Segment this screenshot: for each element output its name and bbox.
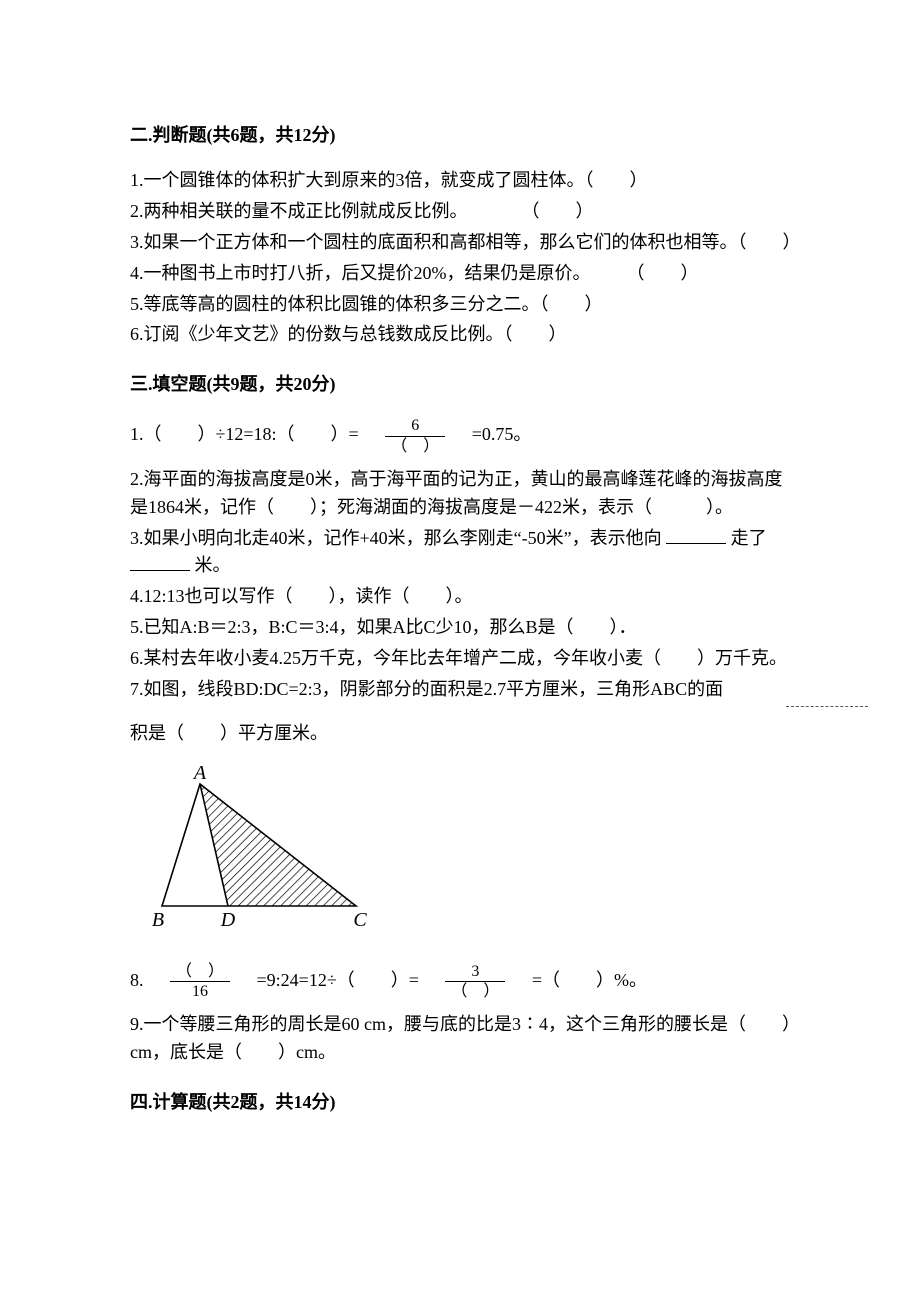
section-4-header: 四.计算题(共2题，共14分) [130,1089,800,1116]
s3-q6: 6.某村去年收小麦4.25万千克，今年比去年增产二成，今年收小麦（ ）万千克。 [130,645,800,673]
s3-q8: 8. （ ） 16 =9:24=12÷（ ）= 3 （ ） =（ ）%。 [130,962,800,1001]
q8-frac1-den: 16 [170,982,230,1001]
s3-q3: 3.如果小明向北走40米，记作+40米，那么李刚走“-50米”，表示他向 走了 … [130,525,800,581]
q8-fraction-1: （ ） 16 [170,962,230,1001]
q8-frac2-den: （ ） [445,982,505,1001]
label-b: B [152,909,164,931]
q1-frac-num: 6 [385,416,445,436]
q8-mid1: =9:24=12÷（ ）= [239,970,437,990]
s3-q7a: 7.如图，线段BD:DC=2:3，阴影部分的面积是2.7平方厘米，三角形ABC的… [130,676,800,704]
q8-fraction-2: 3 （ ） [445,962,505,1001]
s3-q2: 2.海平面的海拔高度是0米，高于海平面的记为正，黄山的最高峰莲花峰的海拔高度是1… [130,466,800,522]
s2-item: 6.订阅《少年文艺》的份数与总钱数成反比例。（ ） [130,321,800,349]
q3-blank-2 [130,553,190,571]
q1-prefix: 1.（ ）÷12=18:（ ）= [130,424,377,444]
s3-q1: 1.（ ）÷12=18:（ ）= 6 （ ） =0.75。 [130,416,800,455]
q1-suffix: =0.75。 [454,424,532,444]
q8-suffix: =（ ）%。 [514,970,647,990]
q3-blank-1 [666,526,726,544]
q8-frac1-num: （ ） [170,962,230,982]
s3-q4: 4.12:13也可以写作（ ），读作（ ）。 [130,583,800,611]
margin-dashed-rule [786,706,868,707]
section-2-header: 二.判断题(共6题，共12分) [130,122,800,149]
q3-suffix: 米。 [195,555,231,575]
label-a: A [192,766,207,784]
q8-prefix: 8. [130,970,162,990]
s3-q9: 9.一个等腰三角形的周长是60 cm，腰与底的比是3∶4，这个三角形的腰长是（ … [130,1011,800,1067]
label-c: C [353,909,367,931]
q3-prefix: 3.如果小明向北走40米，记作+40米，那么李刚走“-50米”，表示他向 [130,528,662,548]
section-3-header: 三.填空题(共9题，共20分) [130,371,800,398]
s2-item: 3.如果一个正方体和一个圆柱的底面积和高都相等，那么它们的体积也相等。（ ） [130,229,800,257]
q1-frac-den: （ ） [385,437,445,456]
q8-frac2-num: 3 [445,962,505,982]
s2-item: 5.等底等高的圆柱的体积比圆锥的体积多三分之二。（ ） [130,291,800,319]
q3-middle: 走了 [731,528,767,548]
s2-item: 2.两种相关联的量不成正比例就成反比例。 （ ） [130,198,800,226]
s2-item: 4.一种图书上市时打八折，后又提价20%，结果仍是原价。 （ ） [130,260,800,288]
label-d: D [220,909,236,931]
q1-fraction: 6 （ ） [385,416,445,455]
s3-q7b: 积是（ ）平方厘米。 [130,720,800,748]
triangle-figure: A B D C [140,766,800,944]
s3-q5: 5.已知A:B＝2:3，B:C＝3:4，如果A比C少10，那么B是（ ）． [130,614,800,642]
s2-item: 1.一个圆锥体的体积扩大到原来的3倍，就变成了圆柱体。（ ） [130,167,800,195]
